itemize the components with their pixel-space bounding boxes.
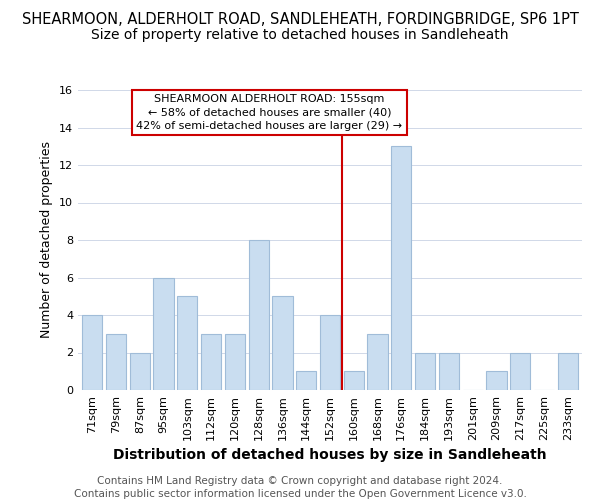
Bar bbox=[439, 352, 459, 390]
Bar bbox=[391, 146, 412, 390]
X-axis label: Distribution of detached houses by size in Sandleheath: Distribution of detached houses by size … bbox=[113, 448, 547, 462]
Bar bbox=[510, 352, 530, 390]
Bar bbox=[367, 334, 388, 390]
Bar bbox=[344, 371, 364, 390]
Bar bbox=[487, 371, 506, 390]
Bar bbox=[130, 352, 150, 390]
Bar bbox=[177, 296, 197, 390]
Bar bbox=[82, 315, 103, 390]
Bar bbox=[106, 334, 126, 390]
Bar bbox=[272, 296, 293, 390]
Bar bbox=[201, 334, 221, 390]
Bar bbox=[415, 352, 435, 390]
Bar bbox=[320, 315, 340, 390]
Bar bbox=[154, 278, 173, 390]
Y-axis label: Number of detached properties: Number of detached properties bbox=[40, 142, 53, 338]
Text: Contains HM Land Registry data © Crown copyright and database right 2024.: Contains HM Land Registry data © Crown c… bbox=[97, 476, 503, 486]
Bar bbox=[248, 240, 269, 390]
Bar bbox=[296, 371, 316, 390]
Bar bbox=[225, 334, 245, 390]
Text: SHEARMOON ALDERHOLT ROAD: 155sqm
← 58% of detached houses are smaller (40)
42% o: SHEARMOON ALDERHOLT ROAD: 155sqm ← 58% o… bbox=[136, 94, 403, 131]
Text: Size of property relative to detached houses in Sandleheath: Size of property relative to detached ho… bbox=[91, 28, 509, 42]
Text: Contains public sector information licensed under the Open Government Licence v3: Contains public sector information licen… bbox=[74, 489, 526, 499]
Text: SHEARMOON, ALDERHOLT ROAD, SANDLEHEATH, FORDINGBRIDGE, SP6 1PT: SHEARMOON, ALDERHOLT ROAD, SANDLEHEATH, … bbox=[22, 12, 578, 28]
Bar bbox=[557, 352, 578, 390]
